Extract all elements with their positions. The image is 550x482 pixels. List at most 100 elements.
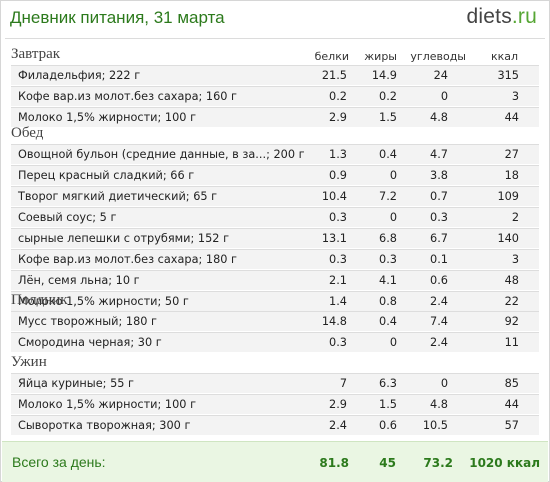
food-kcal: 57 (504, 419, 519, 432)
food-row: Молоко 1,5% жирности; 100 г 2.9 1.5 4.8 44 (11, 107, 539, 127)
column-header-fat: жиры (364, 50, 397, 63)
page-title: Дневник питания, 31 марта (10, 8, 225, 27)
food-row: Лён, семя льна; 10 г 2.1 4.1 0.6 48 (11, 270, 539, 290)
food-row: Яйца куриные; 55 г 7 6.3 0 85 (11, 373, 539, 393)
food-carbs: 4.7 (430, 148, 448, 161)
food-kcal: 2 (511, 211, 519, 224)
food-carbs: 2.4 (430, 295, 448, 308)
header-divider (5, 38, 545, 39)
food-row: Смородина черная; 30 г 0.3 0 2.4 11 (11, 332, 539, 352)
total-protein: 81.8 (319, 456, 349, 470)
food-kcal: 48 (504, 274, 519, 287)
food-fat: 6.8 (379, 232, 397, 245)
food-row: Молоко 1,5% жирности; 100 г 2.9 1.5 4.8 44 (11, 394, 539, 414)
food-kcal: 44 (504, 398, 519, 411)
total-kcal: 1020 ккал (469, 456, 540, 470)
food-carbs: 24 (433, 69, 448, 82)
food-name: Кофе вар.из молот.без сахара; 180 г (18, 253, 237, 266)
food-protein: 0.3 (329, 211, 347, 224)
food-fat: 6.3 (379, 377, 397, 390)
food-kcal: 22 (504, 295, 519, 308)
food-fat: 0.4 (379, 148, 397, 161)
food-fat: 1.5 (379, 398, 397, 411)
food-row: Сыворотка творожная; 300 г 2.4 0.6 10.5 57 (11, 415, 539, 435)
logo-tld: .ru (511, 5, 537, 28)
food-kcal: 44 (504, 111, 519, 124)
food-kcal: 85 (504, 377, 519, 390)
food-fat: 7.2 (379, 190, 397, 203)
food-protein: 0.3 (329, 336, 347, 349)
food-protein: 2.9 (329, 111, 347, 124)
meal-section-title: Завтрак (11, 46, 61, 62)
food-fat: 14.9 (371, 69, 397, 82)
food-name: Кофе вар.из молот.без сахара; 160 г (18, 90, 237, 103)
food-kcal: 3 (511, 90, 519, 103)
column-header-carbs: углеводы (410, 50, 466, 63)
total-fat: 45 (379, 456, 396, 470)
food-carbs: 2.4 (430, 336, 448, 349)
food-kcal: 140 (497, 232, 519, 245)
food-kcal: 315 (497, 69, 519, 82)
food-carbs: 4.8 (430, 398, 448, 411)
food-row: Овощной бульон (средние данные, в за...;… (11, 144, 539, 164)
meal-section-title: Обед (11, 125, 44, 141)
food-row: Филадельфия; 222 г 21.5 14.9 24 315 (11, 65, 539, 85)
food-name: Молоко 1,5% жирности; 50 г (18, 295, 189, 308)
food-protein: 0.2 (329, 90, 347, 103)
food-name: Молоко 1,5% жирности; 100 г (18, 111, 197, 124)
food-carbs: 6.7 (430, 232, 448, 245)
food-row: Перец красный сладкий; 66 г 0.9 0 3.8 18 (11, 165, 539, 185)
food-protein: 1.3 (329, 148, 347, 161)
food-row: Кофе вар.из молот.без сахара; 160 г 0.2 0.… (11, 86, 539, 106)
food-kcal: 11 (504, 336, 519, 349)
food-row: Соевый соус; 5 г 0.3 0 0.3 2 (11, 207, 539, 227)
food-carbs: 0 (440, 377, 448, 390)
food-name: Овощной бульон (средние данные, в за...;… (18, 148, 305, 161)
food-protein: 2.1 (329, 274, 347, 287)
food-kcal: 27 (504, 148, 519, 161)
food-protein: 13.1 (321, 232, 347, 245)
food-protein: 2.4 (329, 419, 347, 432)
food-fat: 4.1 (379, 274, 397, 287)
food-protein: 14.8 (321, 315, 347, 328)
total-carbs: 73.2 (423, 456, 453, 470)
food-carbs: 4.8 (430, 111, 448, 124)
food-protein: 1.4 (329, 295, 347, 308)
food-name: Филадельфия; 222 г (18, 69, 141, 82)
food-fat: 0.4 (379, 315, 397, 328)
food-name: Молоко 1,5% жирности; 100 г (18, 398, 197, 411)
food-name: Соевый соус; 5 г (18, 211, 117, 224)
food-protein: 2.9 (329, 398, 347, 411)
food-kcal: 109 (497, 190, 519, 203)
food-protein: 0.9 (329, 169, 347, 182)
site-logo[interactable]: diets.ru (467, 5, 537, 29)
food-carbs: 7.4 (430, 315, 448, 328)
food-protein: 10.4 (321, 190, 347, 203)
food-fat: 0.3 (379, 253, 397, 266)
food-kcal: 18 (504, 169, 519, 182)
food-name: Перец красный сладкий; 66 г (18, 169, 195, 182)
food-fat: 1.5 (379, 111, 397, 124)
food-fat: 0 (389, 336, 397, 349)
food-carbs: 0.3 (430, 211, 448, 224)
food-fat: 0.6 (379, 419, 397, 432)
food-name: Творог мягкий диетический; 65 г (18, 190, 218, 203)
food-row: Творог мягкий диетический; 65 г 10.4 7.2 0.… (11, 186, 539, 206)
column-header-kcal: ккал (490, 50, 518, 63)
food-protein: 0.3 (329, 253, 347, 266)
food-name: Смородина черная; 30 г (18, 336, 162, 349)
food-row: сырные лепешки с отрубями; 152 г 13.1 6.8 6… (11, 228, 539, 248)
food-fat: 0 (389, 211, 397, 224)
column-header-protein: белки (314, 50, 349, 63)
food-carbs: 3.8 (430, 169, 448, 182)
food-name: Сыворотка творожная; 300 г (18, 419, 191, 432)
food-protein: 7 (339, 377, 347, 390)
food-kcal: 3 (511, 253, 519, 266)
food-protein: 21.5 (321, 69, 347, 82)
food-carbs: 0.6 (430, 274, 448, 287)
food-row: Кофе вар.из молот.без сахара; 180 г 0.3 0.… (11, 249, 539, 269)
food-carbs: 10.5 (422, 419, 448, 432)
food-kcal: 92 (504, 315, 519, 328)
food-row: Молоко 1,5% жирности; 50 г 1.4 0.8 2.4 22 (11, 291, 539, 311)
